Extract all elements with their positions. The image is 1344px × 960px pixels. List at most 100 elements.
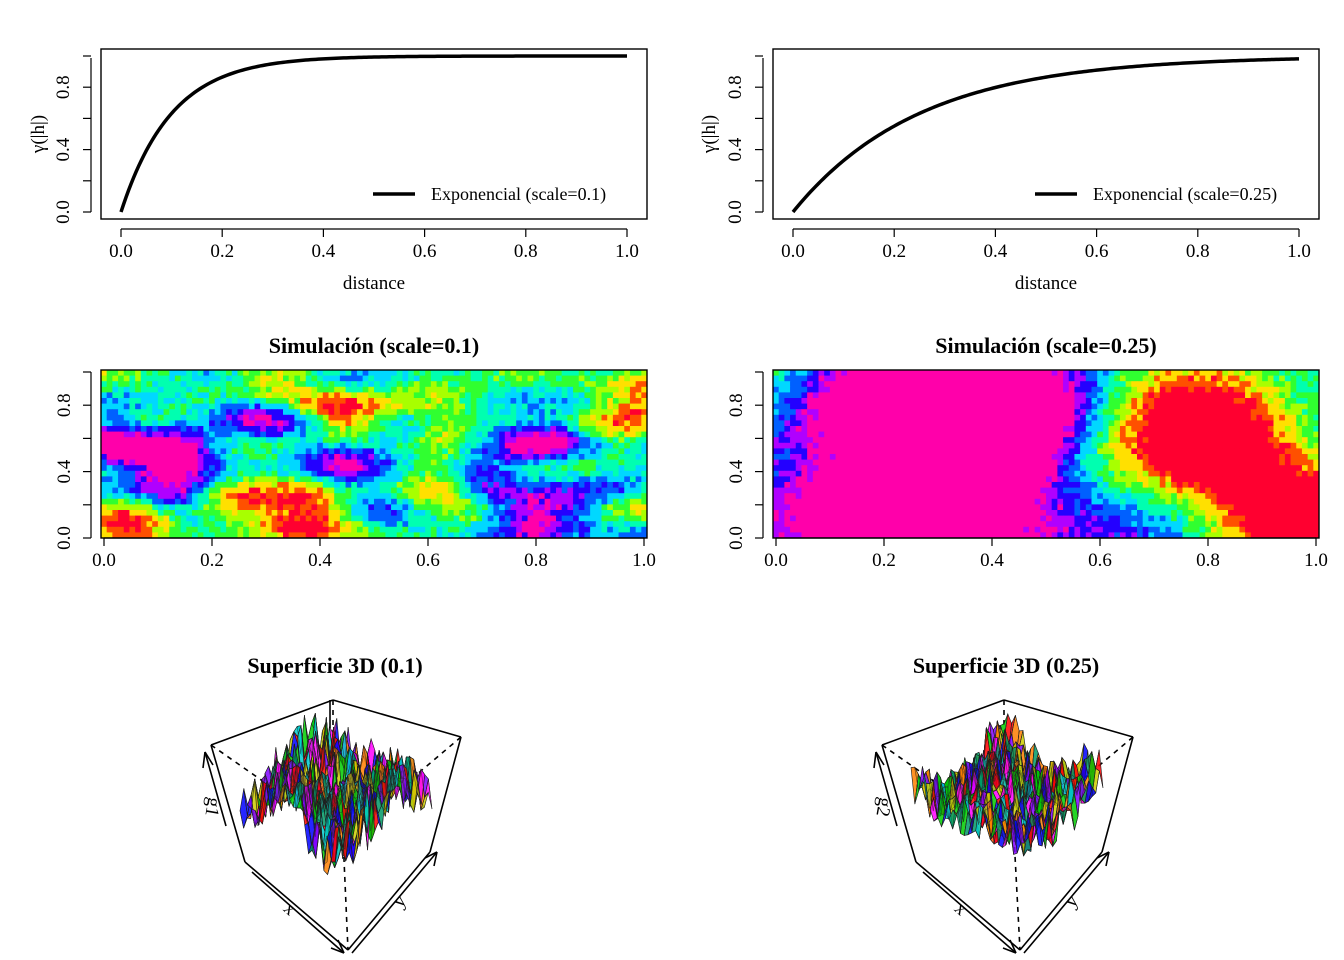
heatmap-cell bbox=[573, 381, 580, 388]
heatmap-cell bbox=[989, 470, 996, 477]
heatmap-cell bbox=[852, 392, 859, 399]
heatmap-cell bbox=[197, 375, 204, 382]
heatmap-cell bbox=[937, 465, 945, 472]
heatmap-cell bbox=[949, 454, 956, 460]
heatmap-cell bbox=[960, 448, 967, 455]
heatmap-cell bbox=[590, 498, 597, 505]
heatmap-cell bbox=[955, 403, 962, 410]
heatmap-cell bbox=[482, 398, 489, 404]
heatmap-cell bbox=[1114, 370, 1121, 376]
heatmap-cell bbox=[829, 370, 836, 376]
heatmap-cell bbox=[1290, 465, 1297, 472]
heatmap-cell bbox=[926, 398, 933, 404]
heatmap-cell bbox=[601, 398, 608, 404]
heatmap-cell bbox=[254, 409, 261, 416]
heatmap-cell bbox=[379, 426, 386, 432]
heatmap-cell bbox=[989, 370, 996, 376]
heatmap-cell bbox=[231, 431, 238, 438]
heatmap-cell bbox=[1296, 465, 1303, 472]
heatmap-cell bbox=[556, 403, 563, 410]
heatmap-cell bbox=[385, 532, 392, 539]
heatmap-cell bbox=[300, 487, 307, 494]
heatmap-cell bbox=[209, 498, 216, 505]
heatmap-cell bbox=[778, 398, 785, 404]
heatmap-cell bbox=[248, 526, 255, 533]
heatmap-cell bbox=[1142, 398, 1149, 404]
heatmap-cell bbox=[778, 476, 785, 483]
heatmap-cell bbox=[339, 414, 346, 421]
heatmap-cell bbox=[186, 426, 193, 432]
heatmap-cell bbox=[243, 370, 250, 376]
heatmap-cell bbox=[391, 398, 398, 404]
heatmap-cell bbox=[180, 521, 187, 528]
heatmap-cell bbox=[590, 403, 597, 410]
heatmap-cell bbox=[595, 510, 602, 516]
heatmap-cell bbox=[504, 465, 511, 472]
heatmap-cell bbox=[561, 370, 568, 376]
heatmap-cell bbox=[790, 476, 797, 483]
heatmap-cell bbox=[527, 448, 534, 455]
heatmap-cell bbox=[1256, 459, 1263, 466]
heatmap-cell bbox=[784, 470, 791, 477]
heatmap-cell bbox=[533, 381, 540, 388]
heatmap-cell bbox=[790, 392, 797, 399]
heatmap-cell bbox=[584, 414, 591, 421]
heatmap-cell bbox=[140, 426, 147, 432]
heatmap-cell bbox=[209, 442, 216, 449]
heatmap-cell bbox=[157, 398, 164, 404]
heatmap-cell bbox=[1159, 381, 1166, 388]
heatmap-cell bbox=[203, 454, 210, 460]
heatmap-cell bbox=[243, 375, 250, 382]
heatmap-cell bbox=[101, 370, 108, 376]
heatmap-cell bbox=[584, 409, 591, 416]
heatmap-cell bbox=[499, 409, 506, 416]
heatmap-cell bbox=[300, 476, 307, 483]
heatmap-cell bbox=[618, 493, 625, 500]
heatmap-cell bbox=[573, 431, 580, 438]
heatmap-cell bbox=[538, 510, 546, 516]
heatmap-cell bbox=[864, 465, 871, 472]
heatmap-cell bbox=[459, 392, 466, 399]
heatmap-cell bbox=[595, 465, 602, 472]
heatmap-cell bbox=[339, 370, 346, 376]
heatmap-cell bbox=[283, 386, 290, 393]
heatmap-cell bbox=[362, 392, 369, 399]
heatmap-cell bbox=[1125, 426, 1132, 432]
heatmap-cell bbox=[612, 426, 619, 432]
heatmap-cell bbox=[864, 398, 871, 404]
heatmap-cell bbox=[778, 470, 785, 477]
heatmap-cell bbox=[345, 510, 352, 516]
heatmap-cell bbox=[544, 498, 551, 505]
heatmap-cell bbox=[237, 398, 244, 404]
heatmap-cell bbox=[790, 420, 797, 427]
heatmap-cell bbox=[209, 476, 216, 483]
heatmap-cell bbox=[493, 442, 500, 449]
heatmap-cell bbox=[624, 437, 631, 444]
heatmap-cell bbox=[305, 426, 312, 432]
heatmap-cell bbox=[533, 521, 540, 528]
heatmap-cell bbox=[892, 409, 899, 416]
heatmap-cell bbox=[533, 409, 540, 416]
heatmap-cell bbox=[356, 375, 364, 382]
heatmap-cell bbox=[1233, 482, 1240, 488]
heatmap-cell bbox=[1154, 426, 1161, 432]
heatmap-cell bbox=[977, 409, 984, 416]
heatmap-cell bbox=[351, 454, 358, 460]
heatmap-cell bbox=[328, 476, 335, 483]
heatmap-cell bbox=[1273, 465, 1280, 472]
heatmap-cell bbox=[1313, 398, 1320, 404]
heatmap-cell bbox=[898, 414, 905, 421]
heatmap-cell bbox=[641, 487, 648, 494]
heatmap-cell bbox=[1182, 482, 1189, 488]
heatmap-cell bbox=[1085, 409, 1092, 416]
heatmap-cell bbox=[487, 403, 494, 410]
heatmap-cell bbox=[203, 470, 210, 477]
heatmap-cell bbox=[391, 504, 398, 511]
heatmap-cell bbox=[841, 420, 848, 427]
heatmap-cell bbox=[966, 442, 973, 449]
heatmap-cell bbox=[1301, 403, 1309, 410]
heatmap-cell bbox=[277, 526, 284, 533]
heatmap-cell bbox=[277, 409, 284, 416]
heatmap-cell bbox=[482, 515, 489, 522]
heatmap-cell bbox=[1216, 482, 1223, 488]
